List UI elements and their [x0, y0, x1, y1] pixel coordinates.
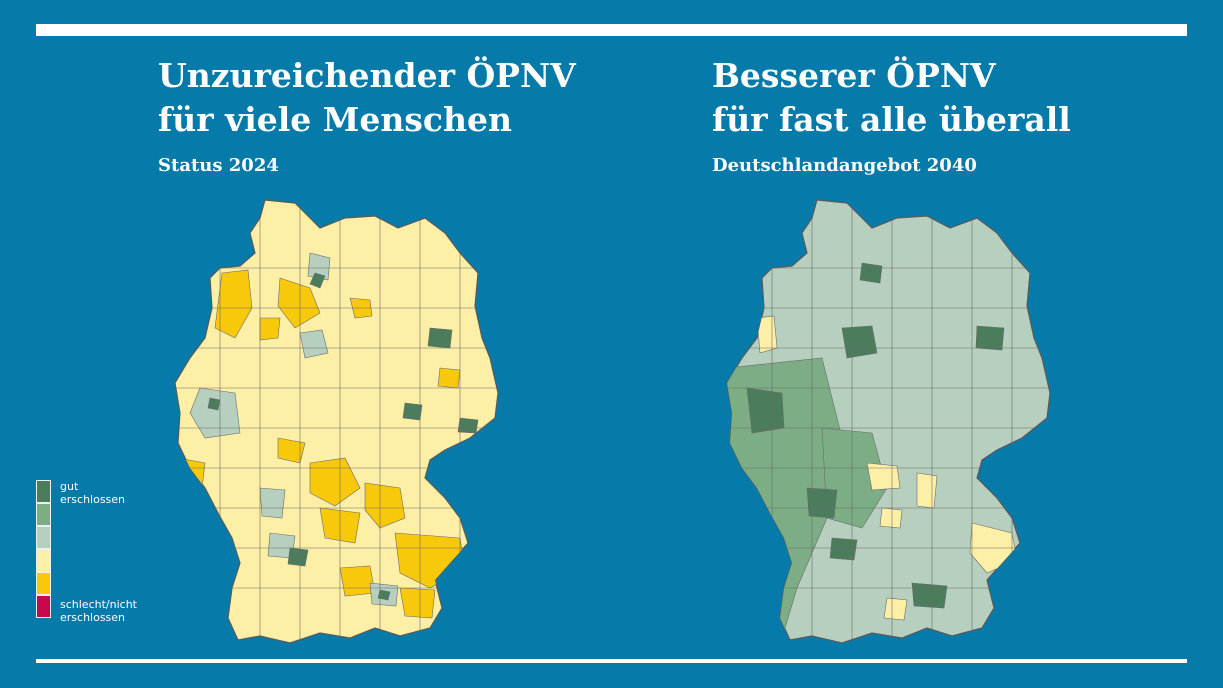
region-emsland-yellow	[756, 315, 778, 354]
region-berlin-dark	[975, 325, 1005, 351]
legend-swatch-6	[36, 595, 51, 618]
region-central-yellow	[879, 507, 903, 529]
legend-swatch-5	[36, 572, 51, 595]
region-hamburg	[309, 272, 326, 289]
legend-label-good: gut erschlossen	[60, 480, 125, 506]
region-swabia	[339, 565, 376, 597]
germany-map-deutschlandangebot-2040	[726, 199, 1051, 644]
bottom-rule	[36, 659, 1187, 663]
region-leipzig	[402, 402, 423, 421]
region-rhein-main	[259, 487, 286, 519]
right-panel-subtitle: Deutschlandangebot 2040	[712, 155, 977, 176]
region-hamburg-area	[307, 252, 331, 281]
region-upper-bavaria-east	[399, 587, 436, 619]
region-franconia	[309, 457, 361, 507]
region-duesseldorf	[207, 397, 221, 411]
region-stuttgart-city	[287, 547, 309, 567]
region-stuttgart-dark	[829, 537, 858, 561]
legend-label-poor-line-1: schlecht/nicht	[60, 598, 137, 611]
left-panel-subtitle: Status 2024	[158, 155, 279, 176]
region-dresden	[457, 417, 479, 434]
map-regions-right	[726, 199, 1051, 644]
region-frankfurt-dark	[806, 487, 838, 519]
region-ruhr-dark	[746, 387, 785, 434]
region-brandenburg-south	[437, 367, 461, 389]
region-ruhr	[189, 387, 241, 439]
legend-label-poor-line-2: erschlossen	[60, 611, 126, 624]
map-regions-left	[174, 199, 499, 644]
legend-swatch-2	[36, 503, 51, 526]
top-rule	[36, 24, 1187, 36]
legend-swatch-4	[36, 549, 51, 572]
legend-swatch-1	[36, 480, 51, 503]
legend-label-good-line-2: erschlossen	[60, 493, 126, 506]
region-palatinate-yellow	[916, 472, 938, 509]
left-title-line-2: für viele Menschen	[158, 100, 512, 139]
region-lowersaxony-west	[277, 277, 321, 329]
right-title-line-2: für fast alle überall	[712, 100, 1071, 139]
region-munich-city	[377, 589, 391, 601]
region-berlin	[427, 327, 453, 349]
country-outline-left	[174, 199, 499, 644]
region-hamburg-dark	[859, 262, 883, 284]
region-hannover-dark	[841, 325, 878, 359]
region-allgaeu-yellow	[883, 597, 908, 621]
legend-label-good-line-1: gut	[60, 480, 79, 493]
germany-map-status-2024	[174, 199, 499, 644]
legend-label-poor: schlecht/nicht erschlossen	[60, 598, 137, 624]
right-panel-title: Besserer ÖPNV für fast alle überall	[712, 54, 1071, 142]
left-panel-title: Unzureichender ÖPNV für viele Menschen	[158, 54, 576, 142]
region-hannover	[299, 329, 329, 359]
region-upper-palatinate	[364, 482, 406, 529]
left-title-line-1: Unzureichender ÖPNV	[158, 56, 576, 95]
legend-swatch-3	[36, 526, 51, 549]
region-emsland	[214, 269, 253, 339]
region-osnabrueck	[259, 317, 281, 341]
right-title-line-1: Besserer ÖPNV	[712, 56, 996, 95]
region-franconia-yellow	[866, 462, 901, 491]
region-munich-dark	[911, 582, 948, 609]
